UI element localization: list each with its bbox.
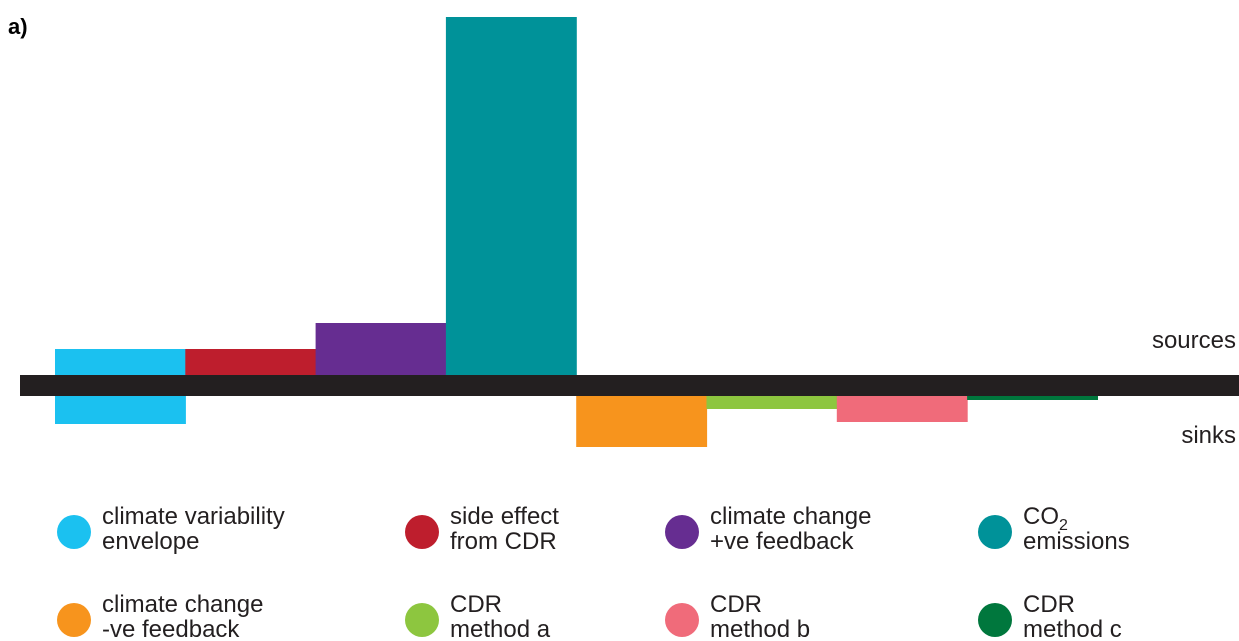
legend-label-1-line-1: climate variability: [102, 503, 285, 530]
bar-source-3: [315, 323, 447, 375]
legend-label-3-line-2: +ve feedback: [710, 528, 854, 555]
bar-sink-6: [706, 396, 838, 409]
legend-swatch-7: [665, 603, 699, 637]
legend-swatch-2: [405, 515, 439, 549]
bar-source-2: [185, 349, 317, 375]
bar-sink-7: [836, 396, 968, 422]
legend-swatch-8: [978, 603, 1012, 637]
bar-source-4: [445, 17, 577, 375]
legend-label-6-line-2: method a: [450, 616, 551, 641]
legend-label-4-line-2: emissions: [1023, 528, 1130, 555]
legend-label-8-line-1: CDR: [1023, 591, 1075, 618]
legend-item-3: climate change+ve feedback: [665, 503, 871, 555]
bar-source-1: [55, 349, 186, 375]
legend-label-7-line-2: method b: [710, 616, 810, 641]
legend-label-5-line-2: -ve feedback: [102, 616, 240, 641]
legend-label-8-line-2: method c: [1023, 616, 1122, 641]
legend-swatch-3: [665, 515, 699, 549]
legend-label-2-line-2: from CDR: [450, 528, 557, 555]
legend-swatch-1: [57, 515, 91, 549]
legend-label-7-line-1: CDR: [710, 591, 762, 618]
legend-label-3-line-1: climate change: [710, 503, 871, 530]
panel-label: a): [8, 14, 28, 39]
bar-sink-5: [576, 396, 708, 447]
bar-sink-1: [55, 396, 186, 424]
legend-swatch-6: [405, 603, 439, 637]
bar-sink-8: [967, 396, 1098, 400]
sources-label: sources: [1152, 327, 1236, 354]
legend-subscript: 2: [1059, 517, 1068, 534]
legend-swatch-5: [57, 603, 91, 637]
legend-item-5: climate change-ve feedback: [57, 591, 263, 641]
legend-label-6-line-1: CDR: [450, 591, 502, 618]
legend-label-1-line-2: envelope: [102, 528, 199, 555]
legend-label-5-line-1: climate change: [102, 591, 263, 618]
legend-label-2-line-1: side effect: [450, 503, 559, 530]
legend-swatch-4: [978, 515, 1012, 549]
sinks-label: sinks: [1181, 422, 1236, 449]
bars-group: [55, 17, 1098, 447]
zero-baseline: [20, 375, 1239, 396]
